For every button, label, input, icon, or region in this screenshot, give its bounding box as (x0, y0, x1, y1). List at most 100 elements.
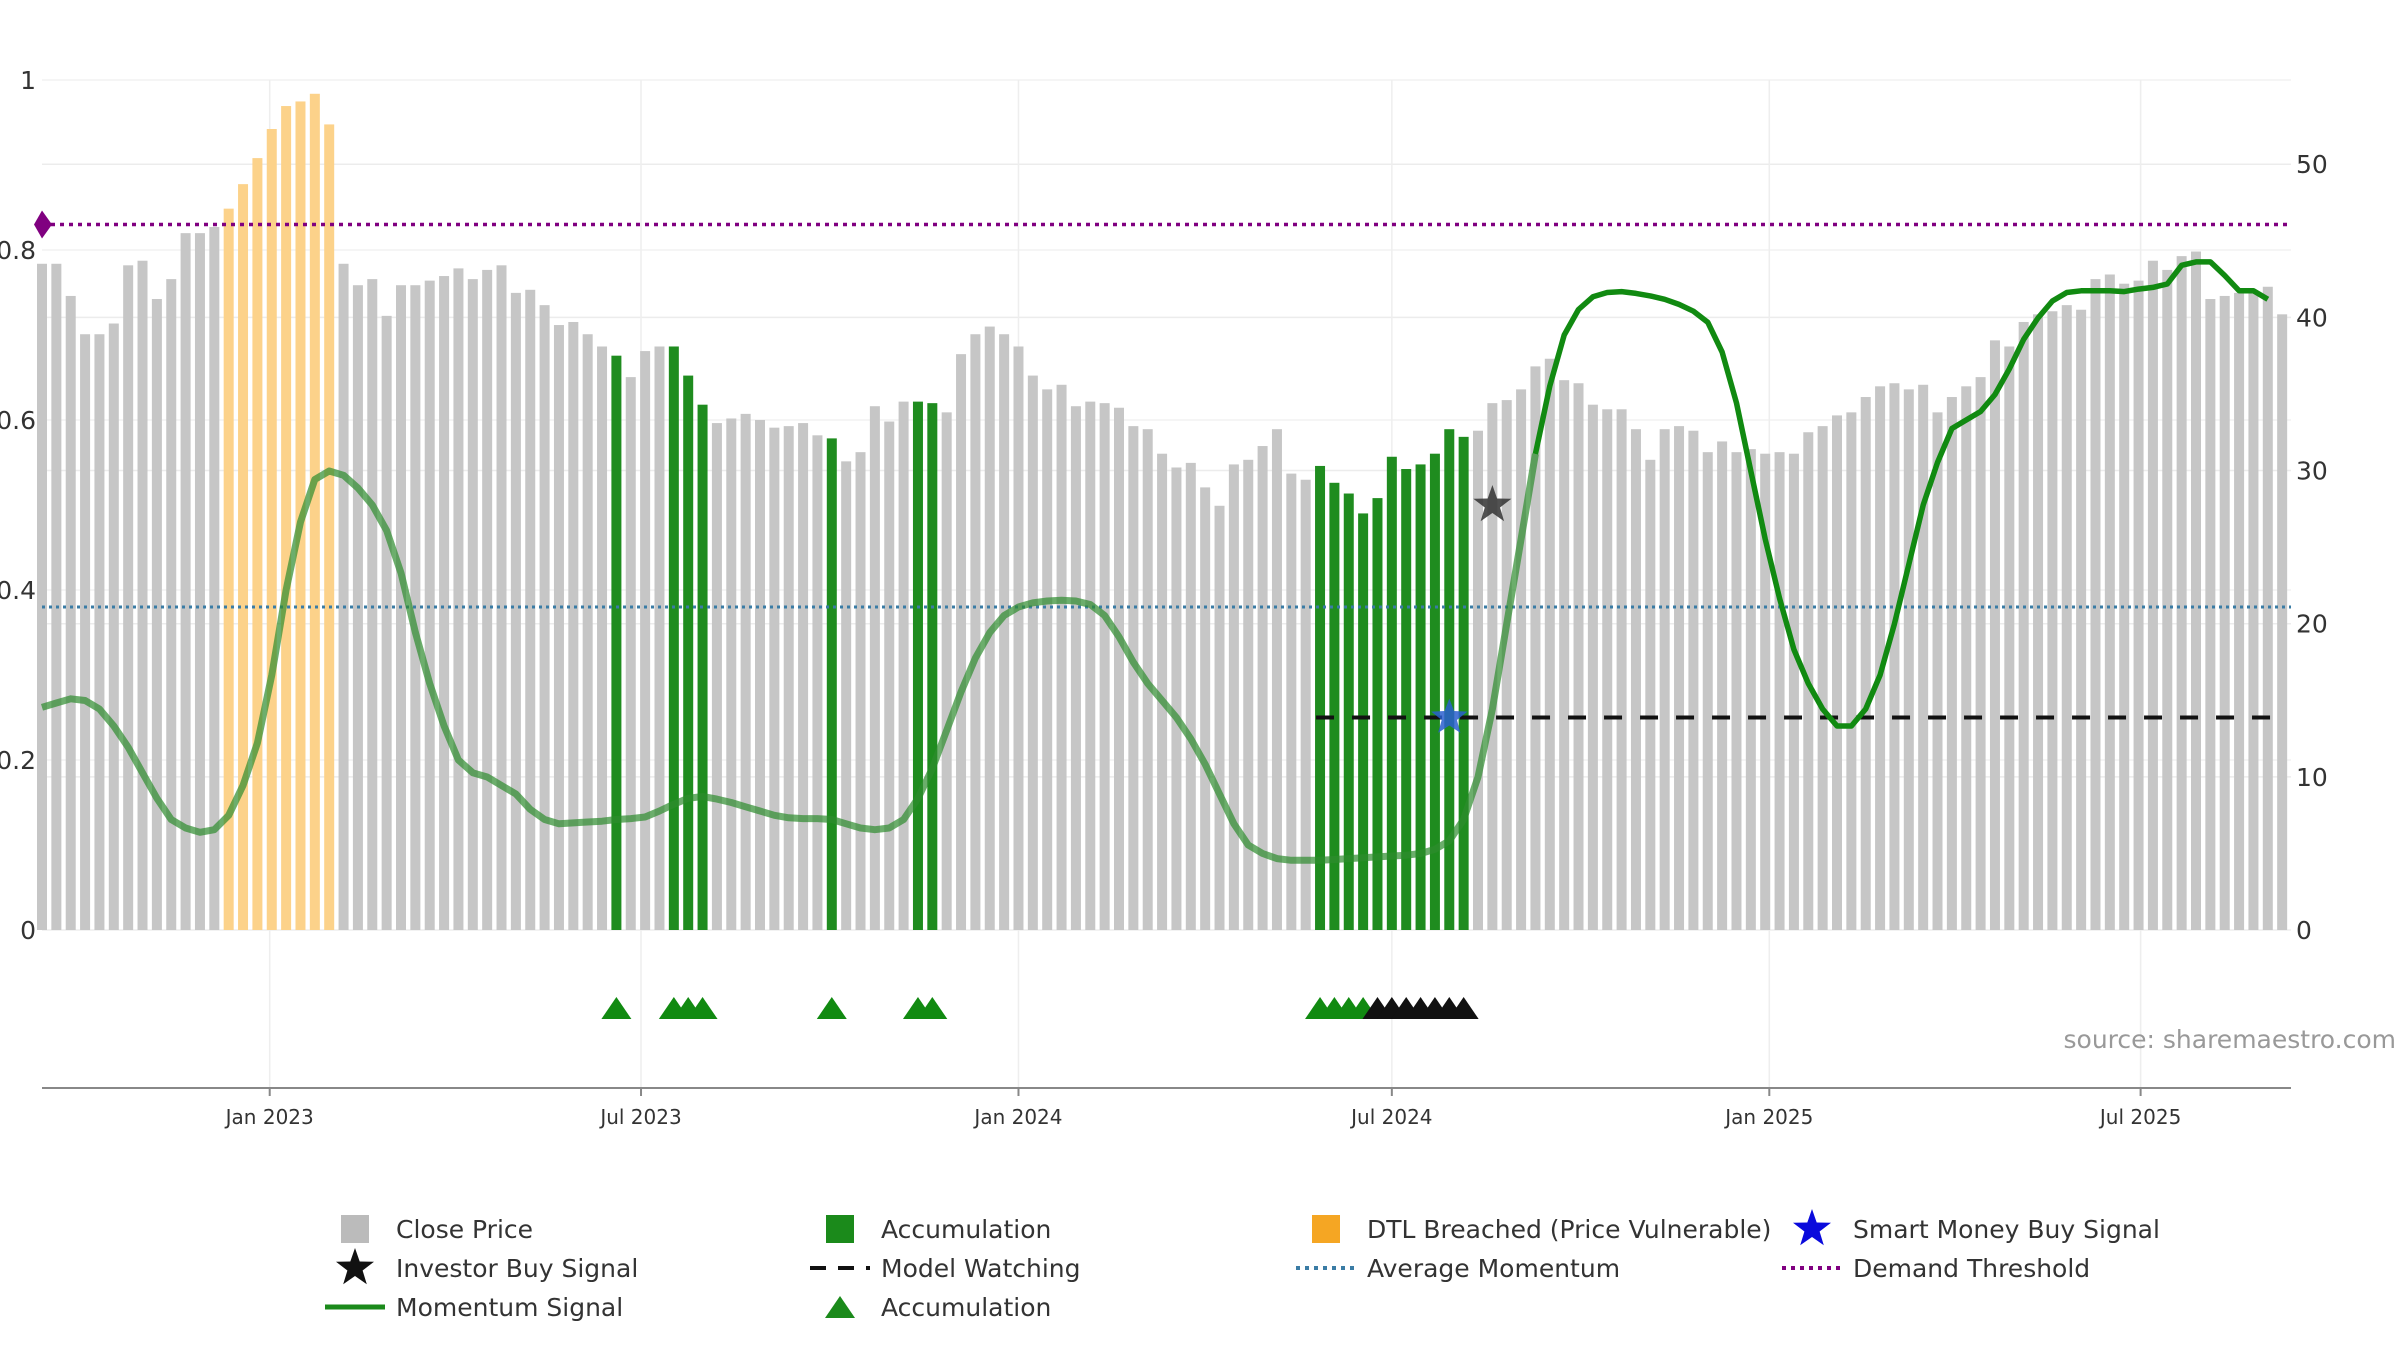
close-price-bars (37, 93, 2288, 931)
close-price-bar (640, 351, 651, 931)
legend-label: Close Price (396, 1215, 533, 1244)
close-price-bar (1630, 429, 1641, 930)
close-price-bar (123, 265, 134, 930)
dtl-breached-bar (238, 184, 249, 930)
close-price-bar (941, 412, 952, 930)
legend-item: Accumulation (825, 1293, 1051, 1322)
close-price-bar (439, 276, 450, 931)
close-price-bar (999, 334, 1010, 930)
close-price-bar (1070, 406, 1081, 931)
close-price-bar (783, 426, 794, 930)
close-price-bar (496, 265, 507, 930)
close-price-bar (1717, 441, 1728, 930)
close-price-bar (1056, 384, 1067, 930)
close-price-bar (1559, 380, 1570, 930)
buy-signal-markers (1431, 485, 1512, 733)
accumulation-bar (1458, 436, 1469, 930)
left-axis-tick-label: 0.4 (0, 576, 36, 605)
accumulation-bar (1415, 464, 1426, 930)
close-price-bar (1760, 453, 1771, 930)
close-price-bar (1501, 400, 1512, 930)
close-price-bar (166, 279, 177, 930)
close-price-bar (1027, 375, 1038, 930)
close-price-bar (654, 346, 665, 931)
close-price-bar (740, 413, 751, 930)
close-price-bar (2176, 256, 2187, 931)
close-price-bar (1286, 473, 1297, 930)
close-price-bar (2277, 314, 2288, 930)
close-price-bar (338, 263, 349, 930)
close-price-bar (2061, 305, 2072, 930)
close-price-bar (1573, 383, 1584, 930)
right-axis-tick-label: 10 (2296, 763, 2328, 792)
close-price-bar (597, 346, 608, 931)
close-price-bar (1200, 487, 1211, 930)
close-price-bar (1271, 429, 1282, 930)
legend-label: DTL Breached (Price Vulnerable) (1367, 1215, 1771, 1244)
close-price-bar (424, 280, 435, 931)
legend-item: Model Watching (810, 1254, 1081, 1283)
close-price-bar (1645, 459, 1656, 930)
close-price-bar (1114, 407, 1124, 930)
dtl-breached-bar (223, 208, 234, 930)
source-watermark: source: sharemaestro.com (2064, 1025, 2397, 1054)
accumulation-triangle-green (917, 997, 948, 1019)
accumulation-triangle-black (1448, 997, 1479, 1019)
close-price-bar (869, 406, 880, 931)
accumulation-bar (611, 355, 622, 931)
close-price-bar (1975, 377, 1986, 930)
close-price-bar (711, 423, 722, 930)
close-price-bar (1214, 505, 1225, 930)
close-price-bar (2104, 274, 2115, 930)
close-price-bar (1688, 430, 1699, 930)
x-axis-tick-label: Jan 2025 (1723, 1105, 1813, 1129)
legend-item: Close Price (341, 1215, 533, 1244)
legend-label: Model Watching (881, 1254, 1081, 1283)
accumulation-bar (1401, 469, 1412, 930)
legend-triangle-icon (825, 1296, 855, 1318)
accumulation-bar (1329, 482, 1340, 930)
dtl-breached-bar (252, 158, 263, 931)
close-price-bar (2076, 309, 2087, 930)
right-axis-tick-label: 20 (2296, 610, 2328, 639)
accumulation-bar (1372, 498, 1383, 930)
close-price-bar (137, 260, 148, 931)
close-price-bar (80, 334, 91, 930)
close-price-bar (970, 334, 981, 930)
close-price-bar (151, 299, 162, 930)
close-price-bar (582, 334, 593, 930)
close-price-bar (769, 427, 780, 930)
close-price-bar (1659, 429, 1670, 930)
close-price-bar (1085, 401, 1096, 931)
close-price-bar (1702, 452, 1713, 930)
close-price-bar (812, 435, 823, 930)
close-price-bar (1228, 464, 1239, 930)
legend-label: Demand Threshold (1853, 1254, 2090, 1283)
close-price-bar (1817, 426, 1828, 930)
close-price-bar (956, 354, 967, 930)
close-price-bar (2191, 251, 2201, 931)
close-price-bar (755, 420, 765, 930)
close-price-bar (1042, 389, 1053, 930)
legend-label: Accumulation (881, 1215, 1051, 1244)
close-price-bar (1602, 409, 1613, 930)
close-price-bar (1243, 459, 1254, 930)
close-price-bar (1889, 383, 1900, 930)
accumulation-triangle-green (816, 997, 847, 1019)
dtl-breached-bar (324, 124, 335, 930)
accumulation-bar (1343, 493, 1354, 930)
legend-label: Smart Money Buy Signal (1853, 1215, 2160, 1244)
legend-swatch (826, 1215, 854, 1243)
close-price-bar (1788, 453, 1799, 930)
legend-star-icon (1793, 1209, 1831, 1246)
legend-item: DTL Breached (Price Vulnerable) (1312, 1215, 1771, 1244)
legend-item: Demand Threshold (1782, 1254, 2090, 1283)
accumulation-bar (1358, 513, 1369, 930)
close-price-bar (1487, 403, 1498, 930)
close-price-bar (2004, 346, 2015, 931)
close-price-bar (2033, 314, 2044, 930)
close-price-bar (1587, 404, 1598, 930)
close-price-bar (2205, 299, 2216, 930)
close-price-bar (898, 401, 909, 931)
left-axis-tick-label: 0 (20, 916, 36, 945)
